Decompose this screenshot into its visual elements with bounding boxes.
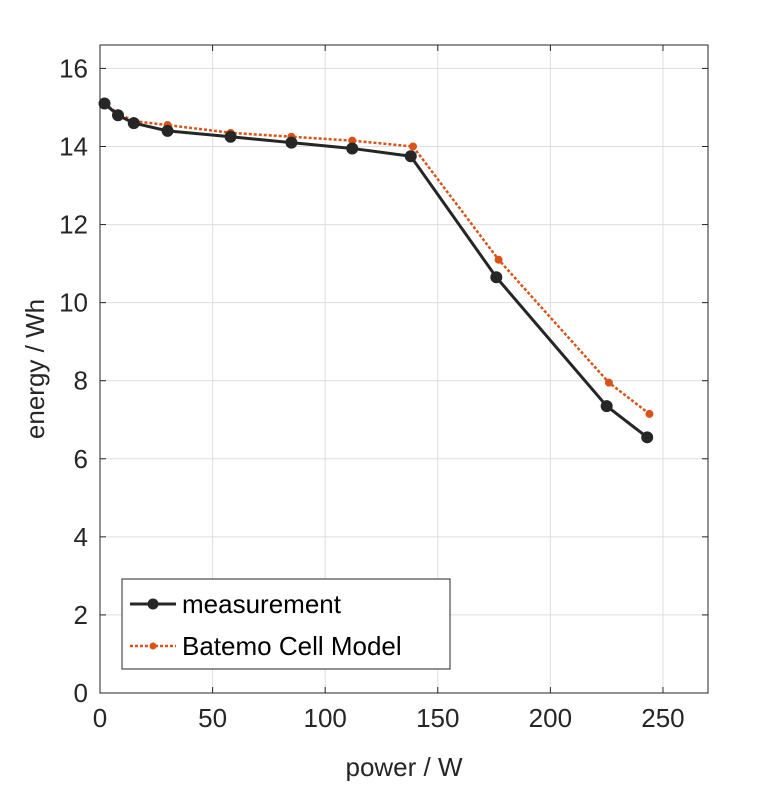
data-point	[161, 124, 174, 137]
data-point	[604, 378, 613, 387]
x-tick-label: 50	[198, 703, 227, 733]
x-tick-label: 100	[303, 703, 346, 733]
series	[98, 97, 654, 444]
legend-label: Batemo Cell Model	[182, 631, 402, 661]
y-tick-label: 12	[59, 210, 88, 240]
data-point	[641, 431, 654, 444]
legend-label: measurement	[182, 589, 342, 619]
x-tick-label: 150	[416, 703, 459, 733]
legend: measurement Batemo Cell Model	[121, 578, 451, 670]
legend-marker	[147, 598, 159, 610]
x-tick-label: 250	[641, 703, 684, 733]
data-point	[600, 400, 613, 413]
y-tick-label: 16	[59, 53, 88, 83]
x-axis-label: power / W	[345, 752, 462, 781]
ticks: 0 50 100 150 200 250 0 2 4 6 8 10 12 14 16	[59, 45, 708, 733]
y-tick-label: 8	[74, 366, 88, 396]
data-point	[494, 255, 503, 264]
x-tick-label: 200	[529, 703, 572, 733]
data-point	[127, 117, 140, 130]
data-point	[645, 409, 654, 418]
y-tick-label: 2	[74, 600, 88, 630]
data-point	[285, 136, 298, 149]
y-tick-label: 10	[59, 288, 88, 318]
data-point	[112, 109, 125, 122]
y-tick-label: 14	[59, 131, 88, 161]
data-point	[409, 142, 418, 151]
data-point	[224, 130, 237, 143]
x-tick-label: 0	[93, 703, 107, 733]
axes-box	[99, 44, 709, 694]
legend-marker	[149, 642, 157, 650]
y-tick-label: 4	[74, 522, 88, 552]
y-axis-label: energy / Wh	[20, 299, 50, 439]
y-tick-label: 6	[74, 444, 88, 474]
legend-box	[121, 578, 451, 670]
y-tick-label: 0	[74, 678, 88, 708]
data-point	[346, 142, 359, 155]
data-point	[490, 271, 503, 284]
data-point	[404, 150, 417, 163]
data-point	[98, 97, 111, 110]
